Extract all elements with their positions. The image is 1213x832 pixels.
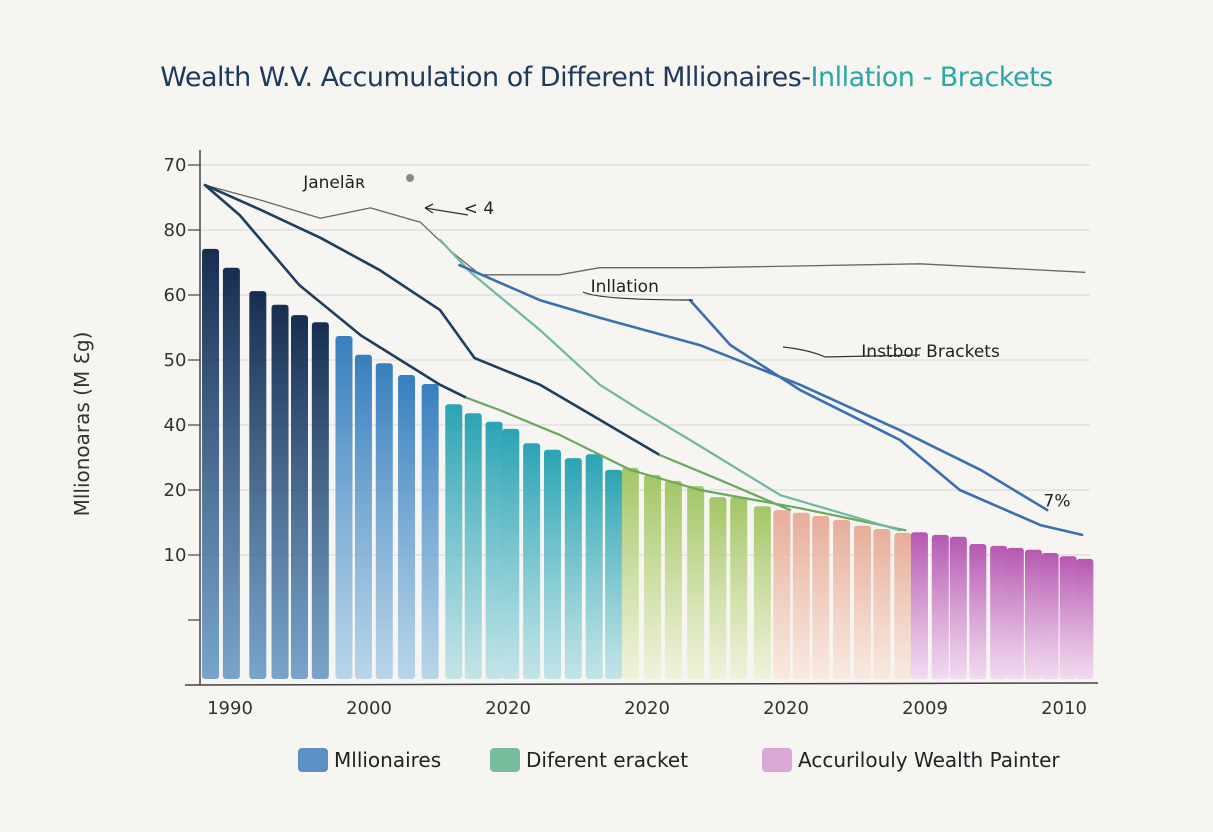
x-tick-label: 2009 — [902, 698, 948, 719]
legend-item-wealth-painter: Accurilouly Wealth Painter — [762, 748, 1060, 772]
annotation: Instbor Brackets — [861, 342, 1000, 362]
title-accent: Inllation - Brackets — [810, 62, 1054, 93]
x-tick-label: 2020 — [763, 698, 809, 719]
legend-item-brackets: Diferent eracket — [490, 748, 688, 772]
legend-label: Mllionaires — [334, 748, 442, 772]
bar — [249, 291, 267, 679]
bar — [605, 469, 623, 679]
bar — [354, 354, 372, 679]
legend-label: Accurilouly Wealth Painter — [798, 748, 1060, 772]
bar — [523, 443, 541, 679]
bar — [644, 475, 662, 679]
bar — [485, 421, 503, 679]
bar — [853, 525, 871, 679]
bar — [621, 467, 639, 679]
y-tick-label: 50 — [164, 350, 187, 371]
chart-title: Wealth W.V. Accumulation of Different Ml… — [0, 62, 1213, 93]
x-tick-label: 2000 — [346, 698, 392, 719]
title-main: Wealth W.V. Accumulation of Different Ml… — [160, 62, 811, 93]
x-axis — [184, 682, 1099, 686]
bar — [873, 529, 891, 679]
bar — [271, 304, 289, 679]
arrow-icon — [582, 291, 694, 301]
bar — [502, 428, 520, 679]
series-line — [658, 453, 792, 512]
bar — [585, 454, 603, 679]
bar — [311, 322, 329, 679]
arrow-icon — [782, 346, 921, 358]
bar — [398, 374, 416, 679]
bar — [335, 335, 353, 679]
series-line — [203, 183, 661, 457]
bar — [833, 519, 851, 679]
x-tick-label: 2020 — [624, 698, 670, 719]
bar — [291, 315, 308, 679]
bar — [990, 545, 1008, 679]
bar — [445, 404, 463, 679]
y-tick-label: 80 — [164, 220, 187, 241]
x-tick-label: 2010 — [1041, 698, 1087, 719]
series-line — [203, 183, 468, 399]
bar — [202, 248, 220, 679]
bar — [910, 532, 928, 679]
bar — [1041, 553, 1059, 679]
dot-icon — [406, 174, 414, 182]
y-tick-label: 70 — [164, 155, 187, 176]
series-line — [438, 238, 902, 532]
bar — [1059, 556, 1077, 679]
bar — [773, 510, 791, 679]
bar — [949, 536, 967, 679]
x-tick-label: 2020 — [485, 698, 531, 719]
annotation: Janelāʀ — [302, 173, 365, 193]
x-tick-label: 1990 — [207, 698, 253, 719]
bar — [564, 458, 582, 679]
legend-item-millionaires: Mllionaires — [298, 748, 441, 772]
arrow-icon — [424, 203, 469, 216]
y-tick-label: 10 — [164, 545, 187, 566]
legend-label: Diferent eracket — [526, 748, 689, 772]
bar — [709, 497, 727, 679]
bar — [375, 363, 393, 679]
bar — [1024, 549, 1042, 679]
y-tick-label: 40 — [164, 415, 187, 436]
bar — [730, 497, 748, 679]
y-tick-label: 60 — [164, 285, 187, 306]
annotation: 7% — [1044, 491, 1071, 511]
bar — [894, 532, 912, 679]
series-line — [688, 298, 1084, 537]
legend-swatch — [298, 748, 328, 772]
bar — [1006, 547, 1024, 679]
bar — [687, 486, 705, 679]
annotation: < 4 — [464, 199, 494, 219]
y-tick-label: 20 — [164, 480, 187, 501]
bar — [931, 534, 949, 679]
bar — [969, 543, 987, 679]
bar — [792, 512, 810, 679]
bar — [812, 516, 830, 679]
legend-swatch — [762, 748, 792, 772]
bar — [1076, 558, 1094, 679]
bar — [753, 506, 771, 679]
legend-swatch — [490, 748, 520, 772]
series-line — [458, 263, 1049, 512]
annotation: Inllation — [591, 277, 659, 297]
bar — [464, 413, 482, 679]
bar — [543, 449, 561, 679]
series-line — [204, 184, 1086, 276]
bar — [664, 480, 682, 679]
bar — [421, 384, 439, 679]
series-line — [465, 396, 907, 532]
bar — [222, 267, 240, 679]
